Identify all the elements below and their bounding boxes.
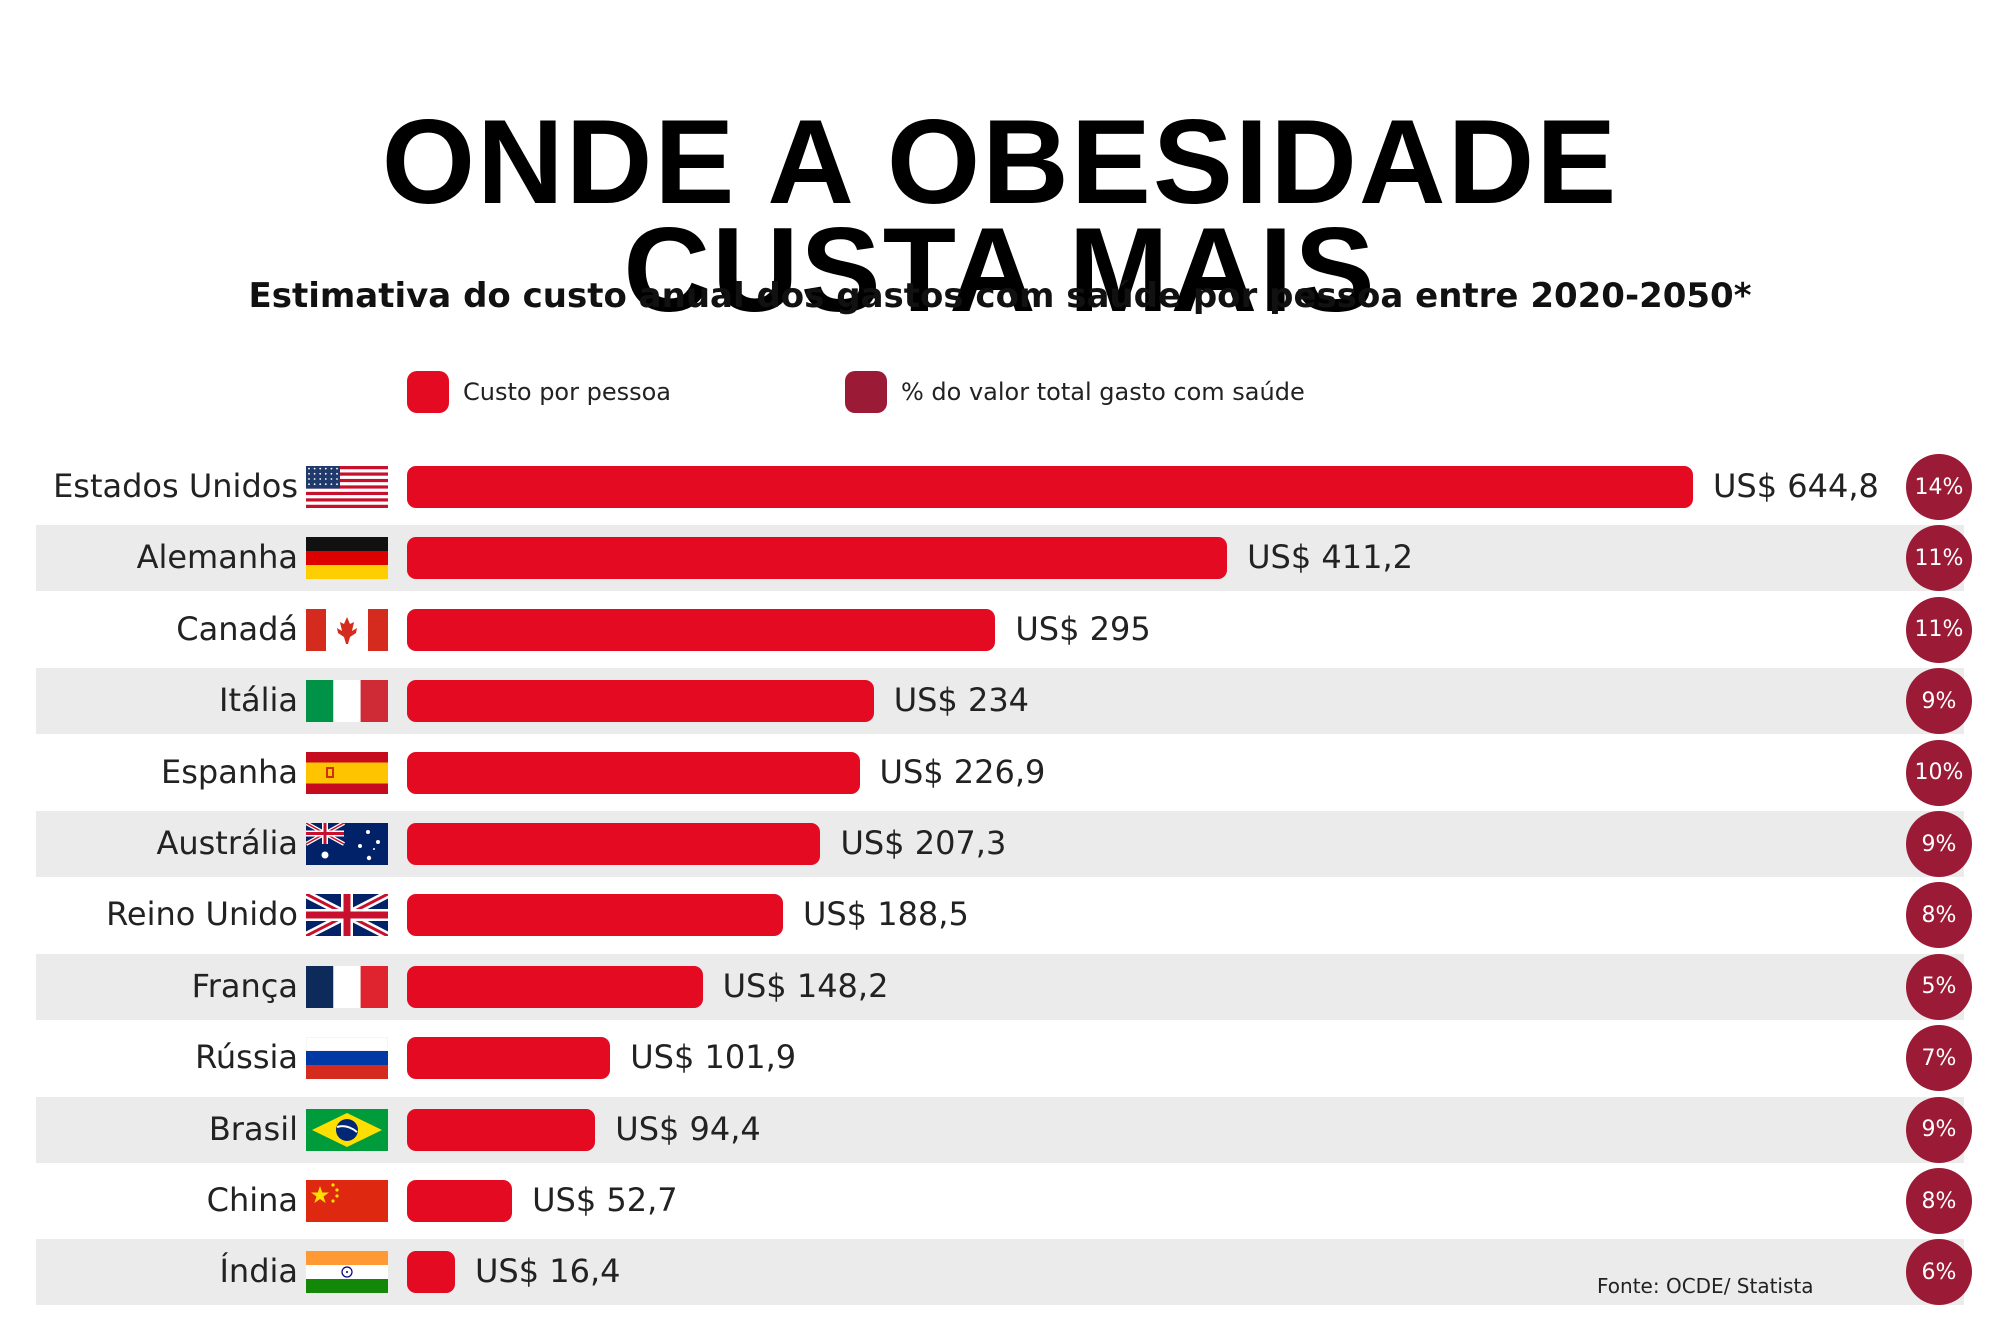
- bar-cost: [407, 608, 996, 651]
- percent-circle: 6%: [1906, 1239, 1972, 1306]
- bar-cost: [407, 680, 874, 723]
- country-label: Rússia: [195, 1038, 298, 1077]
- legend-item-cost: Custo por pessoa: [407, 370, 671, 414]
- percent-circle: 9%: [1906, 668, 1972, 735]
- bar-value-label: US$ 234: [893, 681, 1030, 720]
- percent-circle: 8%: [1906, 882, 1972, 949]
- bar-value-label: US$ 411,2: [1247, 538, 1413, 577]
- russia-flag-icon: [306, 1037, 388, 1080]
- brazil-flag-icon: [306, 1108, 388, 1151]
- bar-cost: [407, 823, 821, 865]
- bar-value-label: US$ 644,8: [1713, 467, 1879, 505]
- bar-cost: [407, 1180, 513, 1222]
- bar-value-label: US$ 16,4: [475, 1252, 621, 1291]
- chart-title: ONDE A OBESIDADE CUSTA MAIS: [0, 95, 2000, 338]
- percent-circle: 11%: [1906, 596, 1972, 663]
- percent-circle: 10%: [1906, 739, 1972, 806]
- country-label: China: [206, 1181, 298, 1219]
- bar-cost: [407, 1251, 455, 1294]
- italy-flag-icon: [306, 680, 388, 723]
- bar-value-label: US$ 295: [1015, 609, 1151, 648]
- percent-circle: 8%: [1906, 1168, 1972, 1234]
- bar-value-label: US$ 52,7: [532, 1181, 678, 1219]
- bar-cost: [407, 466, 1693, 508]
- bar-cost: [407, 894, 783, 937]
- country-label: França: [191, 966, 298, 1005]
- canada-flag-icon: [306, 608, 388, 651]
- bar-cost: [407, 1108, 596, 1151]
- source-note: Fonte: OCDE/ Statista: [1597, 1274, 1814, 1298]
- australia-flag-icon: [306, 823, 388, 865]
- country-label: Alemanha: [136, 538, 298, 577]
- country-label: Reino Unido: [106, 895, 298, 934]
- germany-flag-icon: [306, 537, 388, 580]
- legend-swatch-percent: [845, 371, 887, 413]
- bar-value-label: US$ 101,9: [630, 1038, 797, 1077]
- legend-label-cost: Custo por pessoa: [463, 378, 672, 406]
- bar-value-label: US$ 226,9: [879, 752, 1046, 791]
- percent-circle: 14%: [1906, 454, 1972, 520]
- title-line-1: ONDE A OBESIDADE: [381, 95, 1619, 230]
- china-flag-icon: [306, 1180, 388, 1222]
- bar-cost: [407, 965, 703, 1008]
- uk-flag-icon: [306, 894, 388, 937]
- bar-cost: [407, 537, 1228, 580]
- bar-value-label: US$ 148,2: [722, 966, 889, 1005]
- percent-circle: 7%: [1906, 1025, 1972, 1092]
- legend-item-percent: % do valor total gasto com saúde: [845, 370, 1305, 414]
- spain-flag-icon: [306, 751, 388, 794]
- percent-circle: 11%: [1906, 525, 1972, 592]
- percent-circle: 9%: [1906, 1096, 1972, 1163]
- percent-circle: 9%: [1906, 811, 1972, 877]
- country-label: Itália: [219, 681, 298, 720]
- bar-value-label: US$ 94,4: [615, 1109, 761, 1148]
- legend-swatch-cost: [407, 371, 449, 413]
- bar-value-label: US$ 207,3: [840, 824, 1007, 862]
- bar-value-label: US$ 188,5: [802, 895, 969, 934]
- percent-circle: 5%: [1906, 953, 1972, 1020]
- country-label: Espanha: [161, 752, 298, 791]
- bar-cost: [407, 751, 860, 794]
- bar-cost: [407, 1037, 611, 1080]
- india-flag-icon: [306, 1251, 388, 1294]
- legend-label-percent: % do valor total gasto com saúde: [901, 378, 1305, 406]
- title-line-2: CUSTA MAIS: [623, 203, 1377, 338]
- country-label: Índia: [219, 1252, 298, 1291]
- chart-subtitle: Estimativa do custo anual dos gastos com…: [248, 276, 1752, 316]
- country-label: Austrália: [156, 824, 298, 862]
- country-label: Estados Unidos: [53, 467, 298, 505]
- france-flag-icon: [306, 965, 388, 1008]
- country-label: Brasil: [208, 1109, 298, 1148]
- usa-flag-icon: [306, 466, 388, 508]
- country-label: Canadá: [176, 609, 298, 648]
